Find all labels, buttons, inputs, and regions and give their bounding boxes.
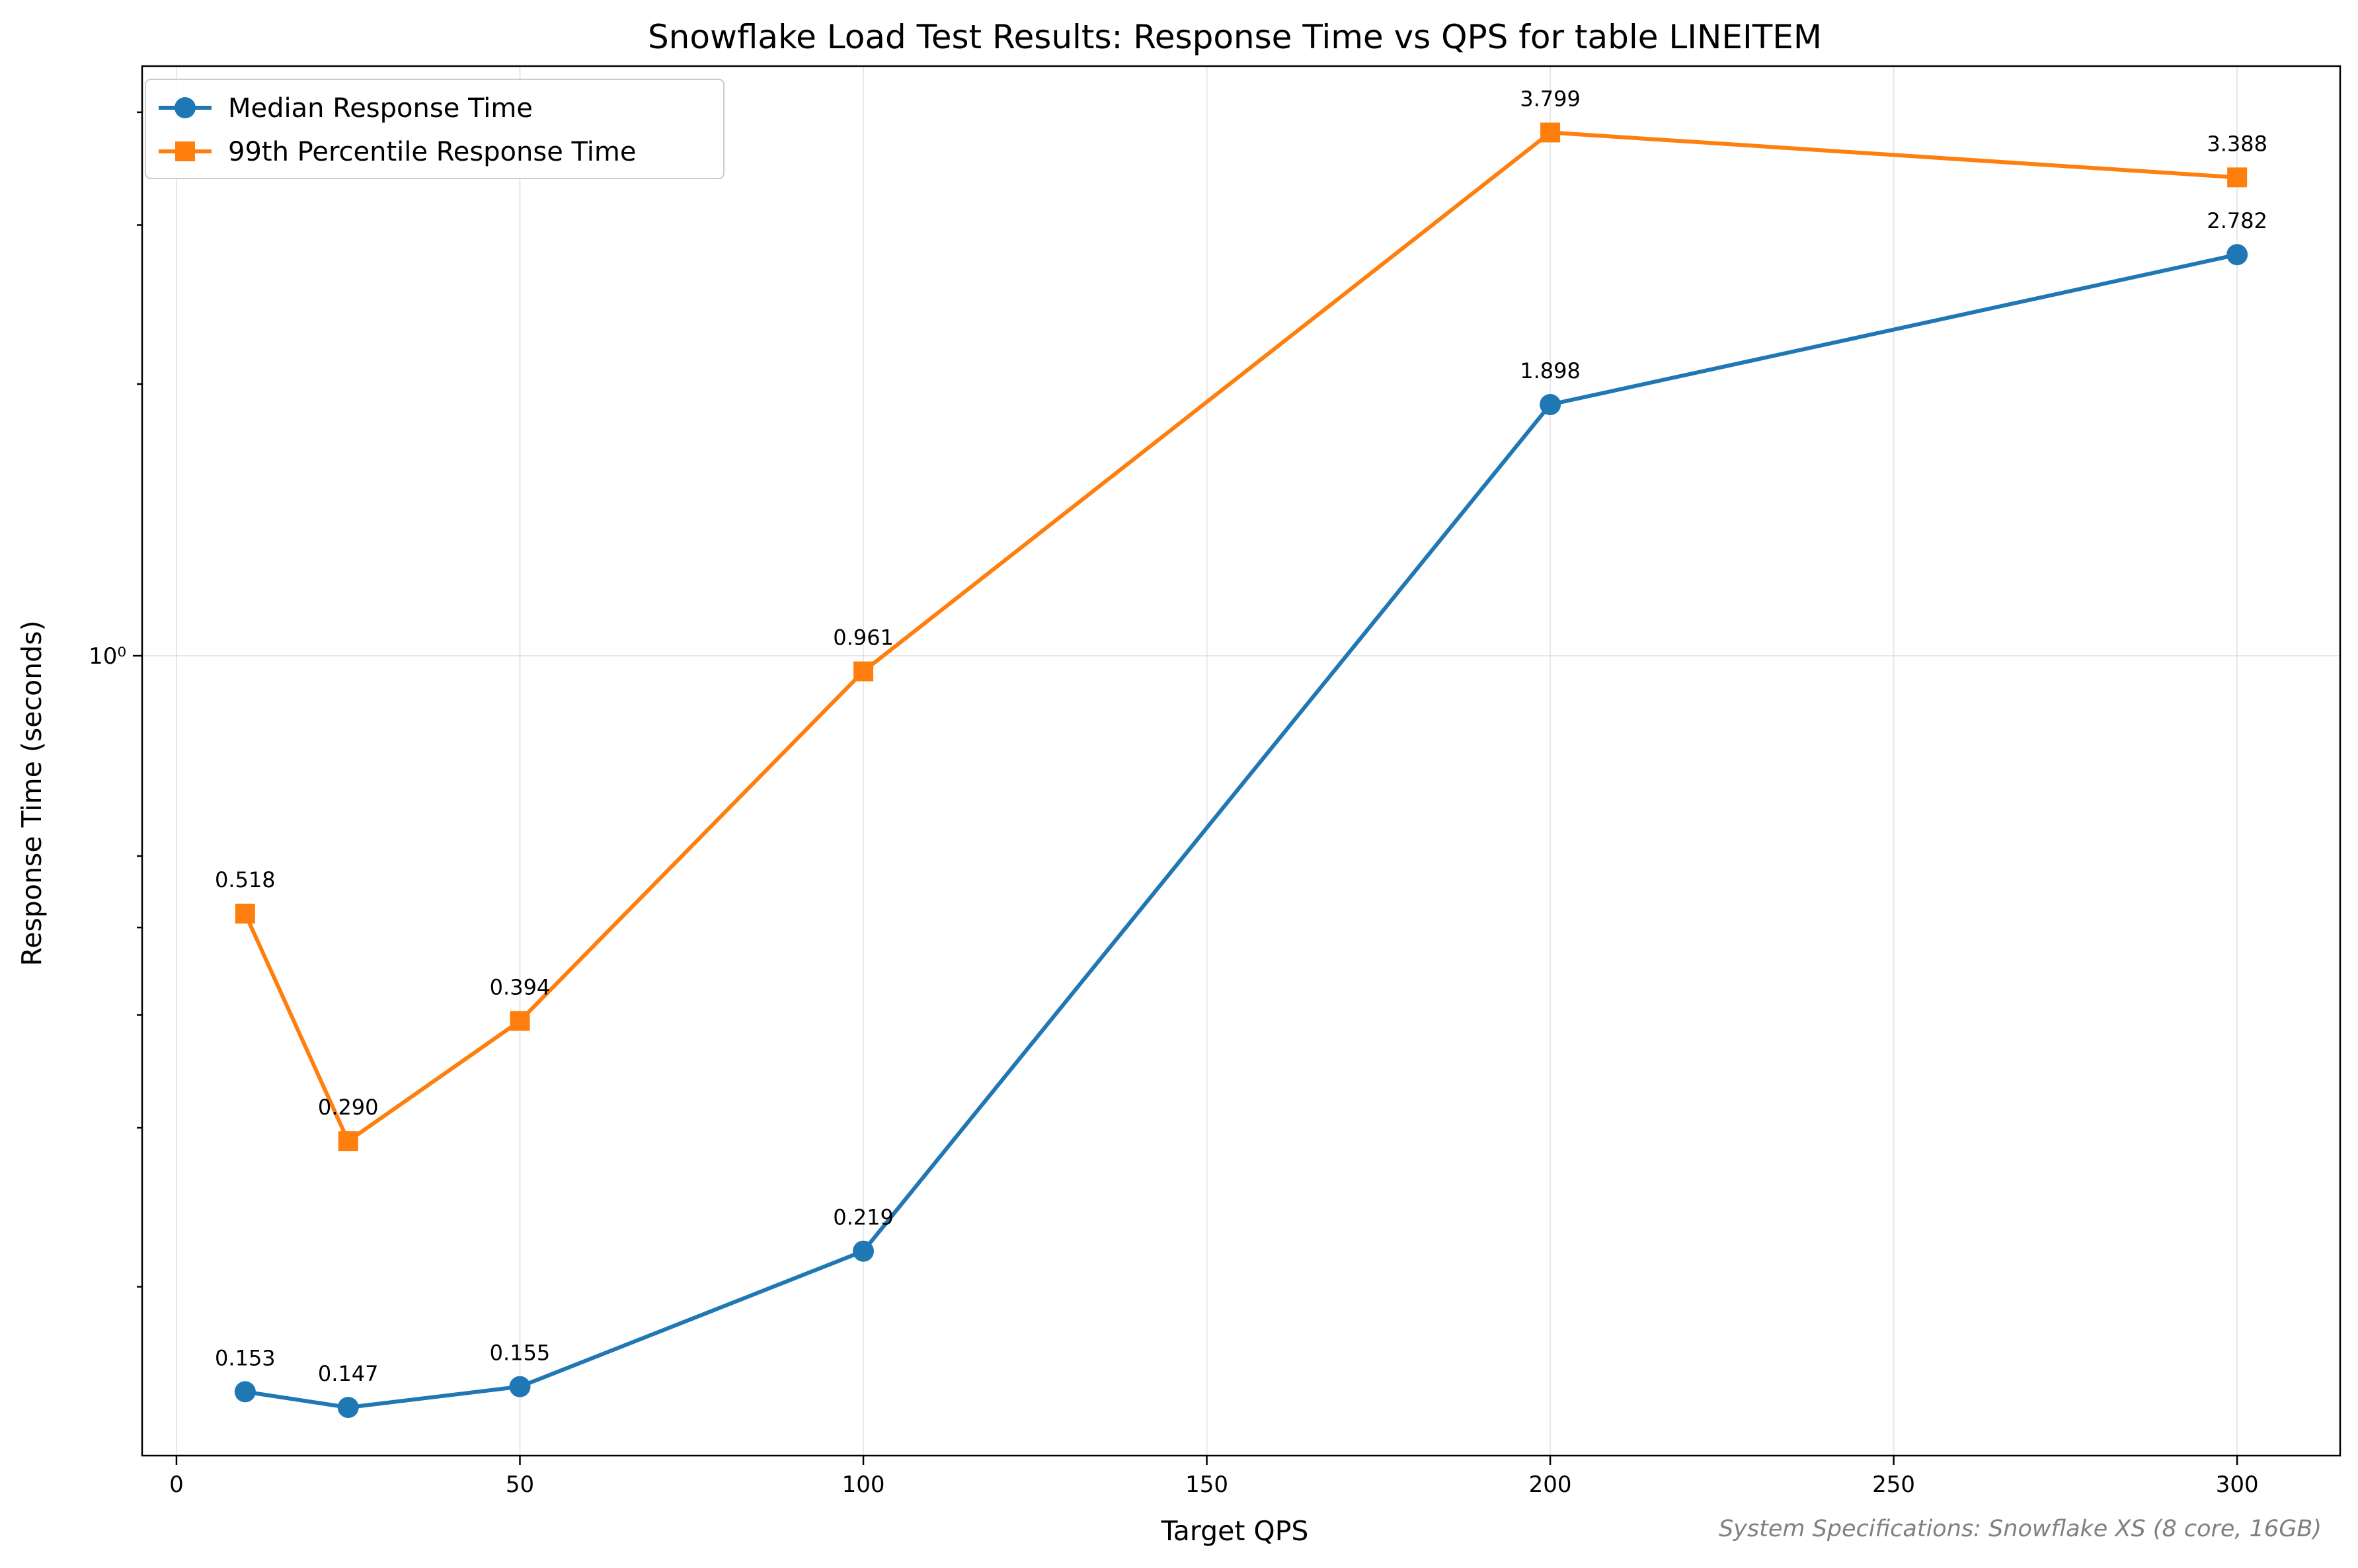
y-tick-label: 10⁰ <box>89 643 126 670</box>
x-tick-label: 150 <box>1185 1471 1228 1498</box>
data-label: 3.388 <box>2207 131 2267 156</box>
data-point-p99 <box>338 1131 358 1152</box>
data-labels: 0.153 0.147 0.155 0.219 1.898 2.782 0.518 0.290… <box>215 86 2267 1386</box>
legend-box <box>145 79 725 179</box>
data-label: 0.518 <box>215 867 276 892</box>
data-point-p99 <box>1540 122 1561 143</box>
series <box>234 122 2248 1419</box>
x-tick-label: 300 <box>2216 1471 2259 1498</box>
data-point-p99 <box>2227 167 2248 188</box>
data-label: 0.219 <box>833 1205 894 1230</box>
x-tick-label: 200 <box>1529 1471 1572 1498</box>
series-line-median <box>245 253 2238 1410</box>
axes: 0 50 100 150 200 250 300 10⁰ <box>89 65 2341 1498</box>
legend-marker-square <box>175 141 195 161</box>
data-point-median <box>234 1381 256 1403</box>
x-tick-label: 0 <box>169 1471 184 1498</box>
data-label: 0.155 <box>490 1341 551 1366</box>
legend: Median Response Time 99th Percentile Resp… <box>145 79 725 179</box>
legend-label: Median Response Time <box>228 93 533 124</box>
grid <box>142 66 2340 1456</box>
data-label: 0.153 <box>215 1345 276 1370</box>
data-point-median <box>509 1376 531 1397</box>
data-label: 0.394 <box>490 974 551 1000</box>
data-point-median <box>337 1397 359 1419</box>
legend-label: 99th Percentile Response Time <box>228 137 636 167</box>
series-line-p99 <box>243 130 2238 1144</box>
data-point-p99 <box>235 904 255 924</box>
data-label: 0.290 <box>318 1095 379 1120</box>
data-label: 2.782 <box>2207 208 2267 233</box>
data-point-median <box>2226 244 2248 266</box>
data-label: 0.961 <box>833 625 894 650</box>
x-tick-label: 100 <box>842 1471 885 1498</box>
data-label: 0.147 <box>318 1361 379 1386</box>
chart-title: Snowflake Load Test Results: Response Ti… <box>648 18 1822 56</box>
y-axis-label: Response Time (seconds) <box>16 621 48 966</box>
legend-marker-circle <box>175 97 196 118</box>
data-label: 1.898 <box>1520 358 1581 383</box>
data-point-median <box>853 1240 875 1262</box>
data-point-median <box>1540 393 1561 415</box>
data-point-p99 <box>853 661 874 682</box>
data-label: 3.799 <box>1520 86 1581 111</box>
data-point-p99 <box>510 1011 530 1031</box>
plot-frame <box>141 65 2341 1457</box>
x-axis-label: Target QPS <box>1161 1515 1309 1547</box>
system-specs-footnote: System Specifications: Snowflake XS (8 c… <box>1719 1516 2322 1542</box>
x-tick-label: 50 <box>506 1471 534 1498</box>
x-tick-label: 250 <box>1872 1471 1915 1498</box>
